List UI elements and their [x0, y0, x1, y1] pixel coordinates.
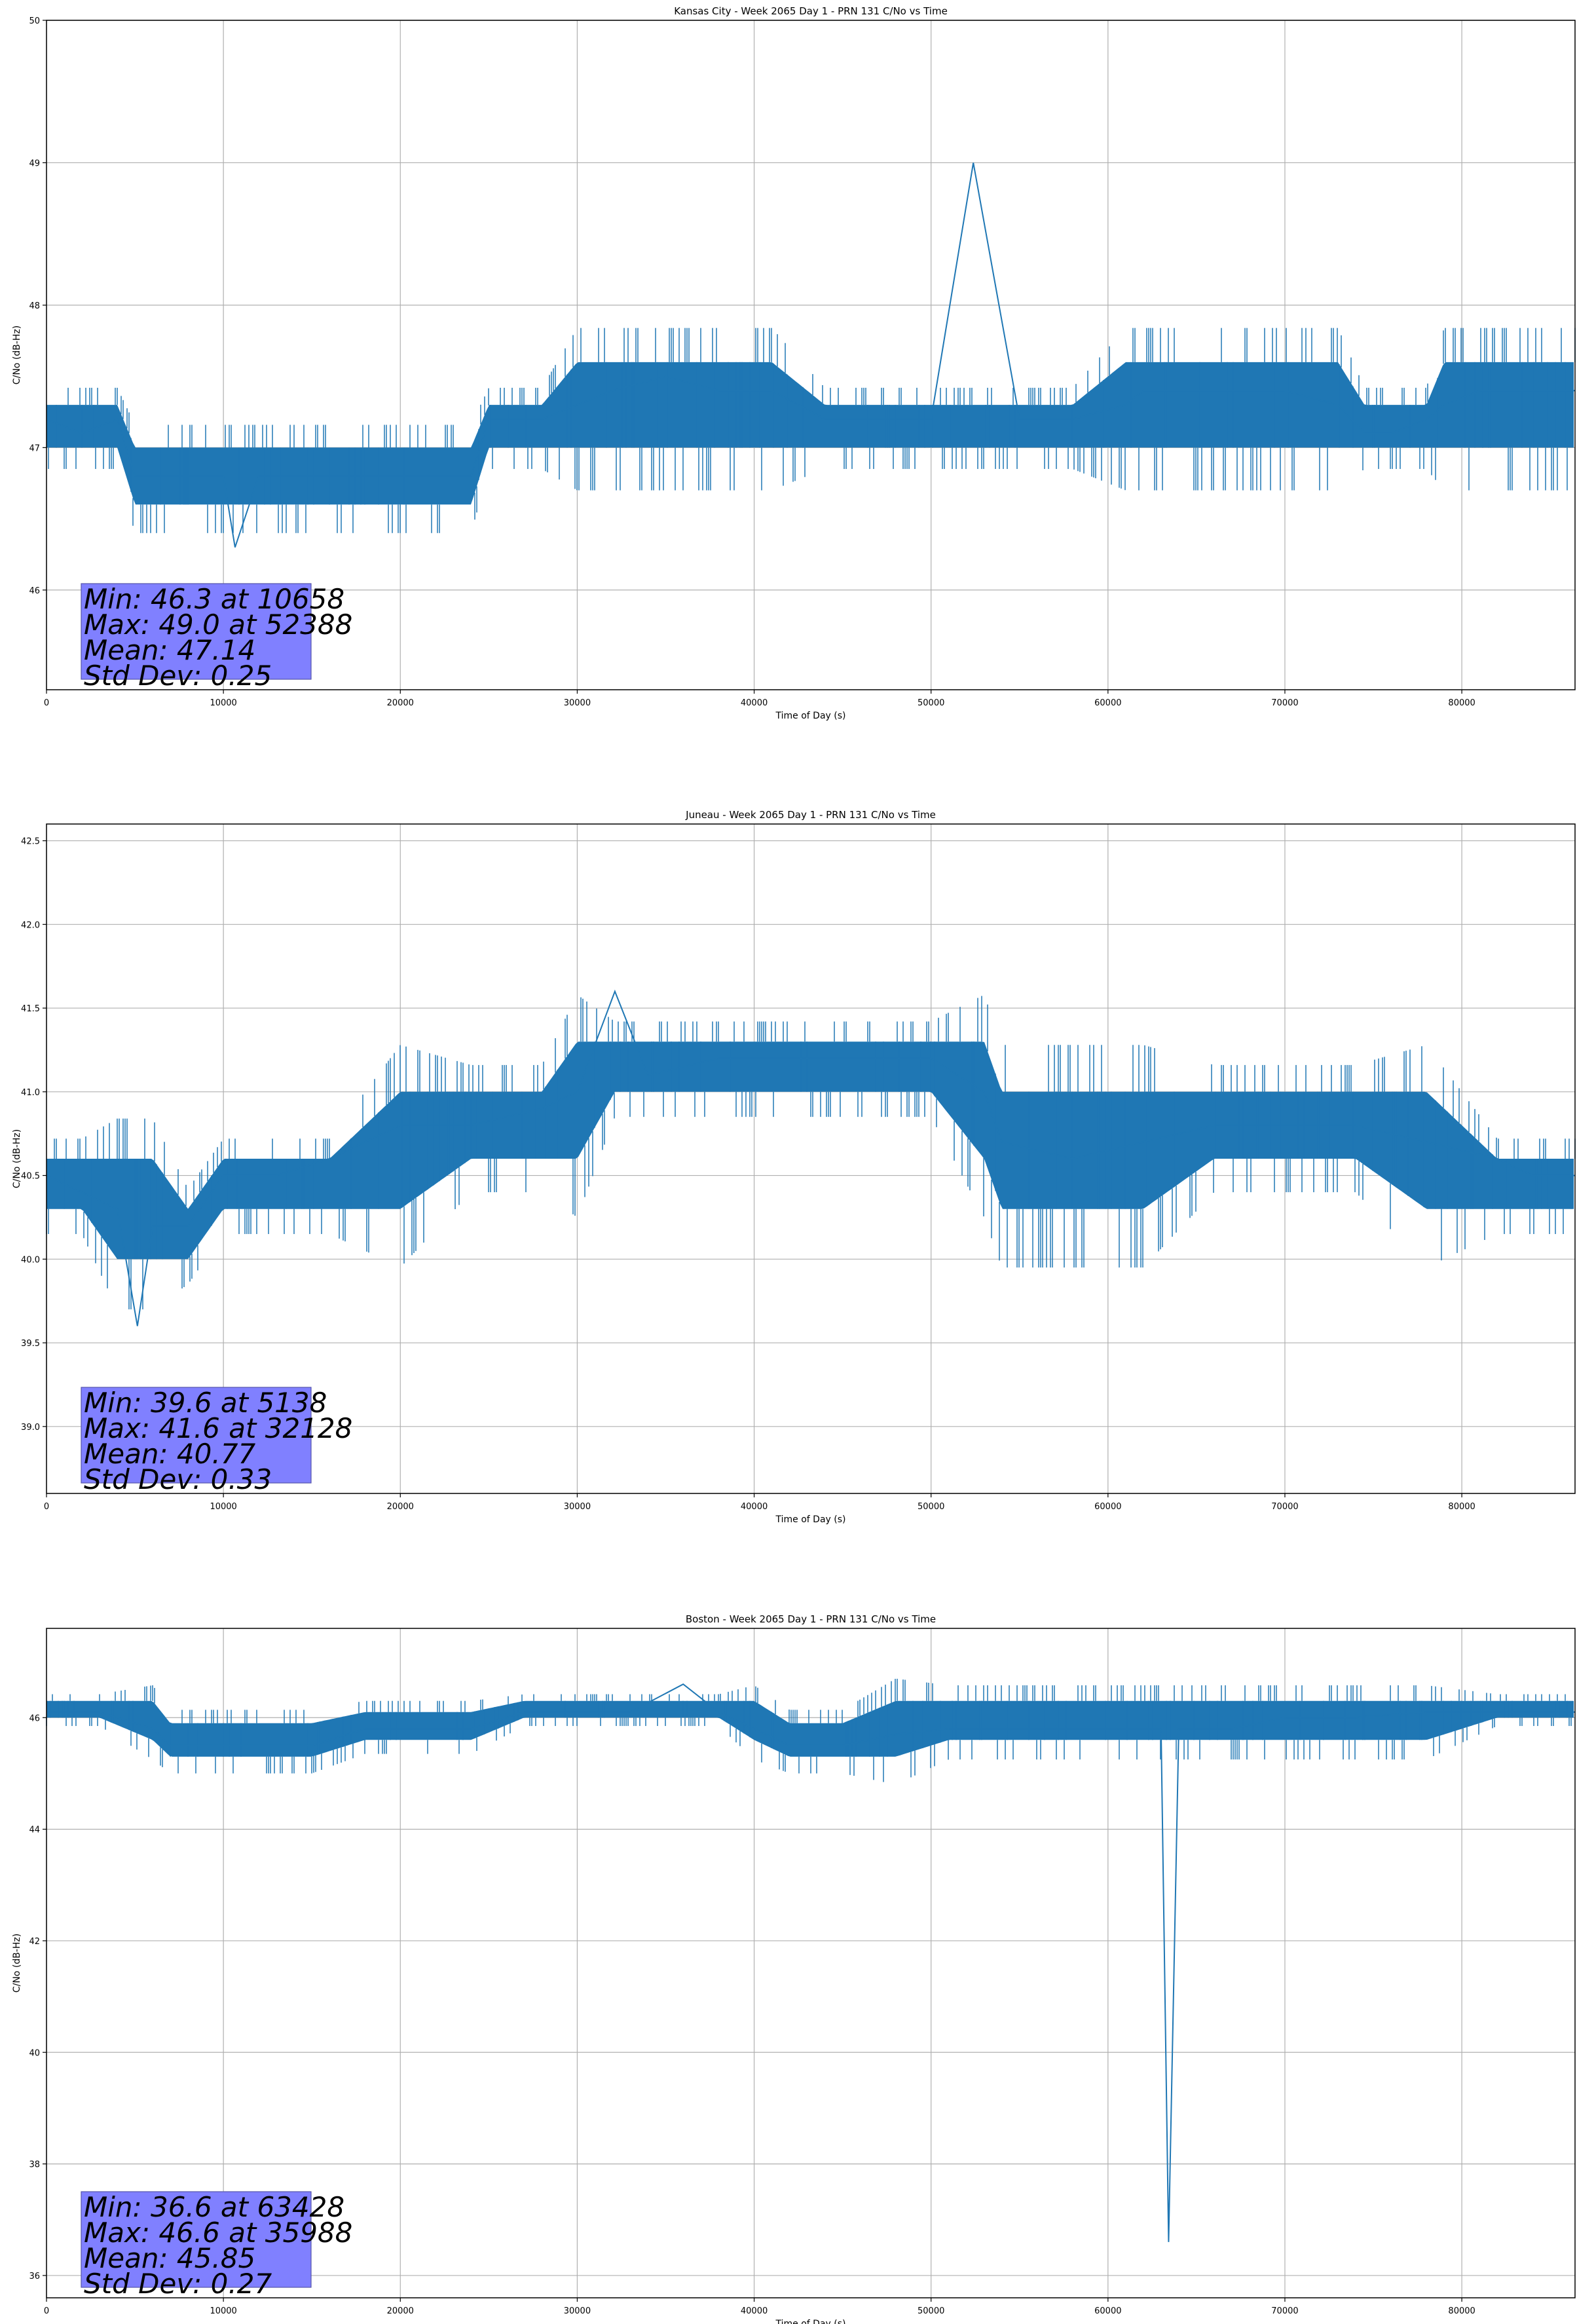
stats-line: Std Dev: 0.33	[84, 1463, 272, 1495]
series-band	[46, 1041, 1574, 1260]
x-axis-label: Time of Day (s)	[775, 2319, 846, 2324]
series-band	[46, 362, 1574, 505]
x-tick-label: 50000	[918, 2306, 944, 2316]
series-band	[46, 1700, 1574, 1757]
chart-title: Kansas City - Week 2065 Day 1 - PRN 131 …	[674, 5, 948, 17]
stats-box	[81, 2191, 312, 2288]
x-tick-label: 30000	[564, 1502, 591, 1512]
y-tick-label: 47	[29, 443, 40, 453]
y-tick-label: 42	[29, 1937, 40, 1947]
chart-panel-3: 0 10000 20000 30000 40000 50000 60000 70000 8000…	[12, 1613, 1576, 2324]
y-tick-label: 41.0	[21, 1088, 40, 1098]
x-axis-label: Time of Day (s)	[775, 711, 846, 721]
stats-line: Std Dev: 0.25	[84, 660, 272, 692]
y-tick-label: 39.5	[21, 1339, 40, 1349]
x-tick-label: 30000	[564, 698, 591, 708]
x-tick-label: 80000	[1448, 1502, 1475, 1512]
axes-frame	[46, 20, 1576, 690]
stats-line: Max: 46.6 at 35988	[84, 2217, 352, 2249]
x-tick-label: 10000	[210, 1502, 236, 1512]
series-line	[46, 162, 1575, 548]
x-tick-label: 60000	[1094, 2306, 1121, 2316]
axes-frame	[46, 823, 1576, 1494]
x-tick-label: 50000	[918, 698, 944, 708]
y-tick-label: 39.0	[21, 1423, 40, 1433]
x-tick-label: 40000	[741, 698, 768, 708]
chart-title: Juneau - Week 2065 Day 1 - PRN 131 C/No …	[685, 809, 936, 821]
y-axis-label: C/No (dB-Hz)	[12, 1934, 22, 1993]
y-tick-label: 46	[29, 1714, 40, 1723]
y-tick-label: 42.0	[21, 920, 40, 930]
x-tick-label: 70000	[1271, 698, 1298, 708]
stats-line: Max: 41.6 at 32128	[84, 1412, 352, 1444]
x-axis-label: Time of Day (s)	[775, 1514, 846, 1525]
y-tick-label: 40.5	[21, 1172, 40, 1182]
x-tick-label: 70000	[1271, 1502, 1298, 1512]
x-tick-label: 60000	[1094, 698, 1121, 708]
x-tick-label: 0	[44, 1502, 49, 1512]
y-axis-label: C/No (dB-Hz)	[12, 1129, 22, 1188]
stats-line: Mean: 45.85	[84, 2242, 255, 2274]
x-tick-label: 80000	[1448, 698, 1475, 708]
series-line	[46, 1683, 1575, 2242]
x-tick-label: 30000	[564, 2306, 591, 2316]
x-tick-label: 80000	[1448, 2306, 1475, 2316]
stats-line: Mean: 40.77	[84, 1438, 255, 1470]
y-axis-label: C/No (dB-Hz)	[12, 326, 22, 384]
data-series	[46, 989, 1576, 1326]
data-series	[46, 1678, 1575, 2242]
stats-line: Min: 46.3 at 10658	[84, 583, 344, 615]
stats-box	[81, 1387, 312, 1484]
plot-area	[46, 20, 1575, 690]
y-tick-label: 44	[29, 1826, 40, 1835]
chart-title: Boston - Week 2065 Day 1 - PRN 131 C/No …	[686, 1613, 936, 1625]
stats-line: Min: 36.6 at 63428	[84, 2191, 344, 2223]
y-tick-label: 40	[29, 2048, 40, 2058]
x-tick-label: 0	[44, 698, 49, 708]
stats-box	[81, 583, 312, 680]
stats-line: Max: 49.0 at 52388	[84, 609, 352, 641]
data-series	[46, 162, 1576, 548]
y-tick-label: 36	[29, 2272, 40, 2281]
x-tick-label: 60000	[1094, 1502, 1121, 1512]
y-tick-label: 50	[29, 16, 40, 26]
y-tick-label: 40.0	[21, 1255, 40, 1265]
y-tick-label: 38	[29, 2160, 40, 2170]
series-line	[46, 989, 1575, 1326]
x-tick-label: 10000	[210, 698, 236, 708]
chart-panel-1: 0 10000 20000 30000 40000 50000 60000 70000 8000…	[12, 5, 1576, 721]
x-tick-label: 20000	[387, 1502, 414, 1512]
x-tick-label: 0	[44, 2306, 49, 2316]
x-tick-label: 20000	[387, 2306, 414, 2316]
stats-line: Std Dev: 0.27	[84, 2268, 272, 2300]
x-tick-label: 70000	[1271, 2306, 1298, 2316]
x-tick-label: 40000	[741, 1502, 768, 1512]
y-tick-label: 42.5	[21, 837, 40, 847]
chart-panel-2: 0 10000 20000 30000 40000 50000 60000 70000 8000…	[12, 809, 1576, 1525]
stats-line: Mean: 47.14	[84, 634, 255, 666]
y-tick-label: 48	[29, 301, 40, 311]
x-tick-label: 40000	[741, 2306, 768, 2316]
stats-line: Min: 39.6 at 5138	[84, 1387, 327, 1419]
axes-frame	[46, 1628, 1576, 2298]
x-tick-label: 50000	[918, 1502, 944, 1512]
y-tick-label: 41.5	[21, 1004, 40, 1014]
y-tick-label: 46	[29, 586, 40, 596]
x-tick-label: 10000	[210, 2306, 236, 2316]
x-tick-label: 20000	[387, 698, 414, 708]
y-tick-label: 49	[29, 159, 40, 168]
